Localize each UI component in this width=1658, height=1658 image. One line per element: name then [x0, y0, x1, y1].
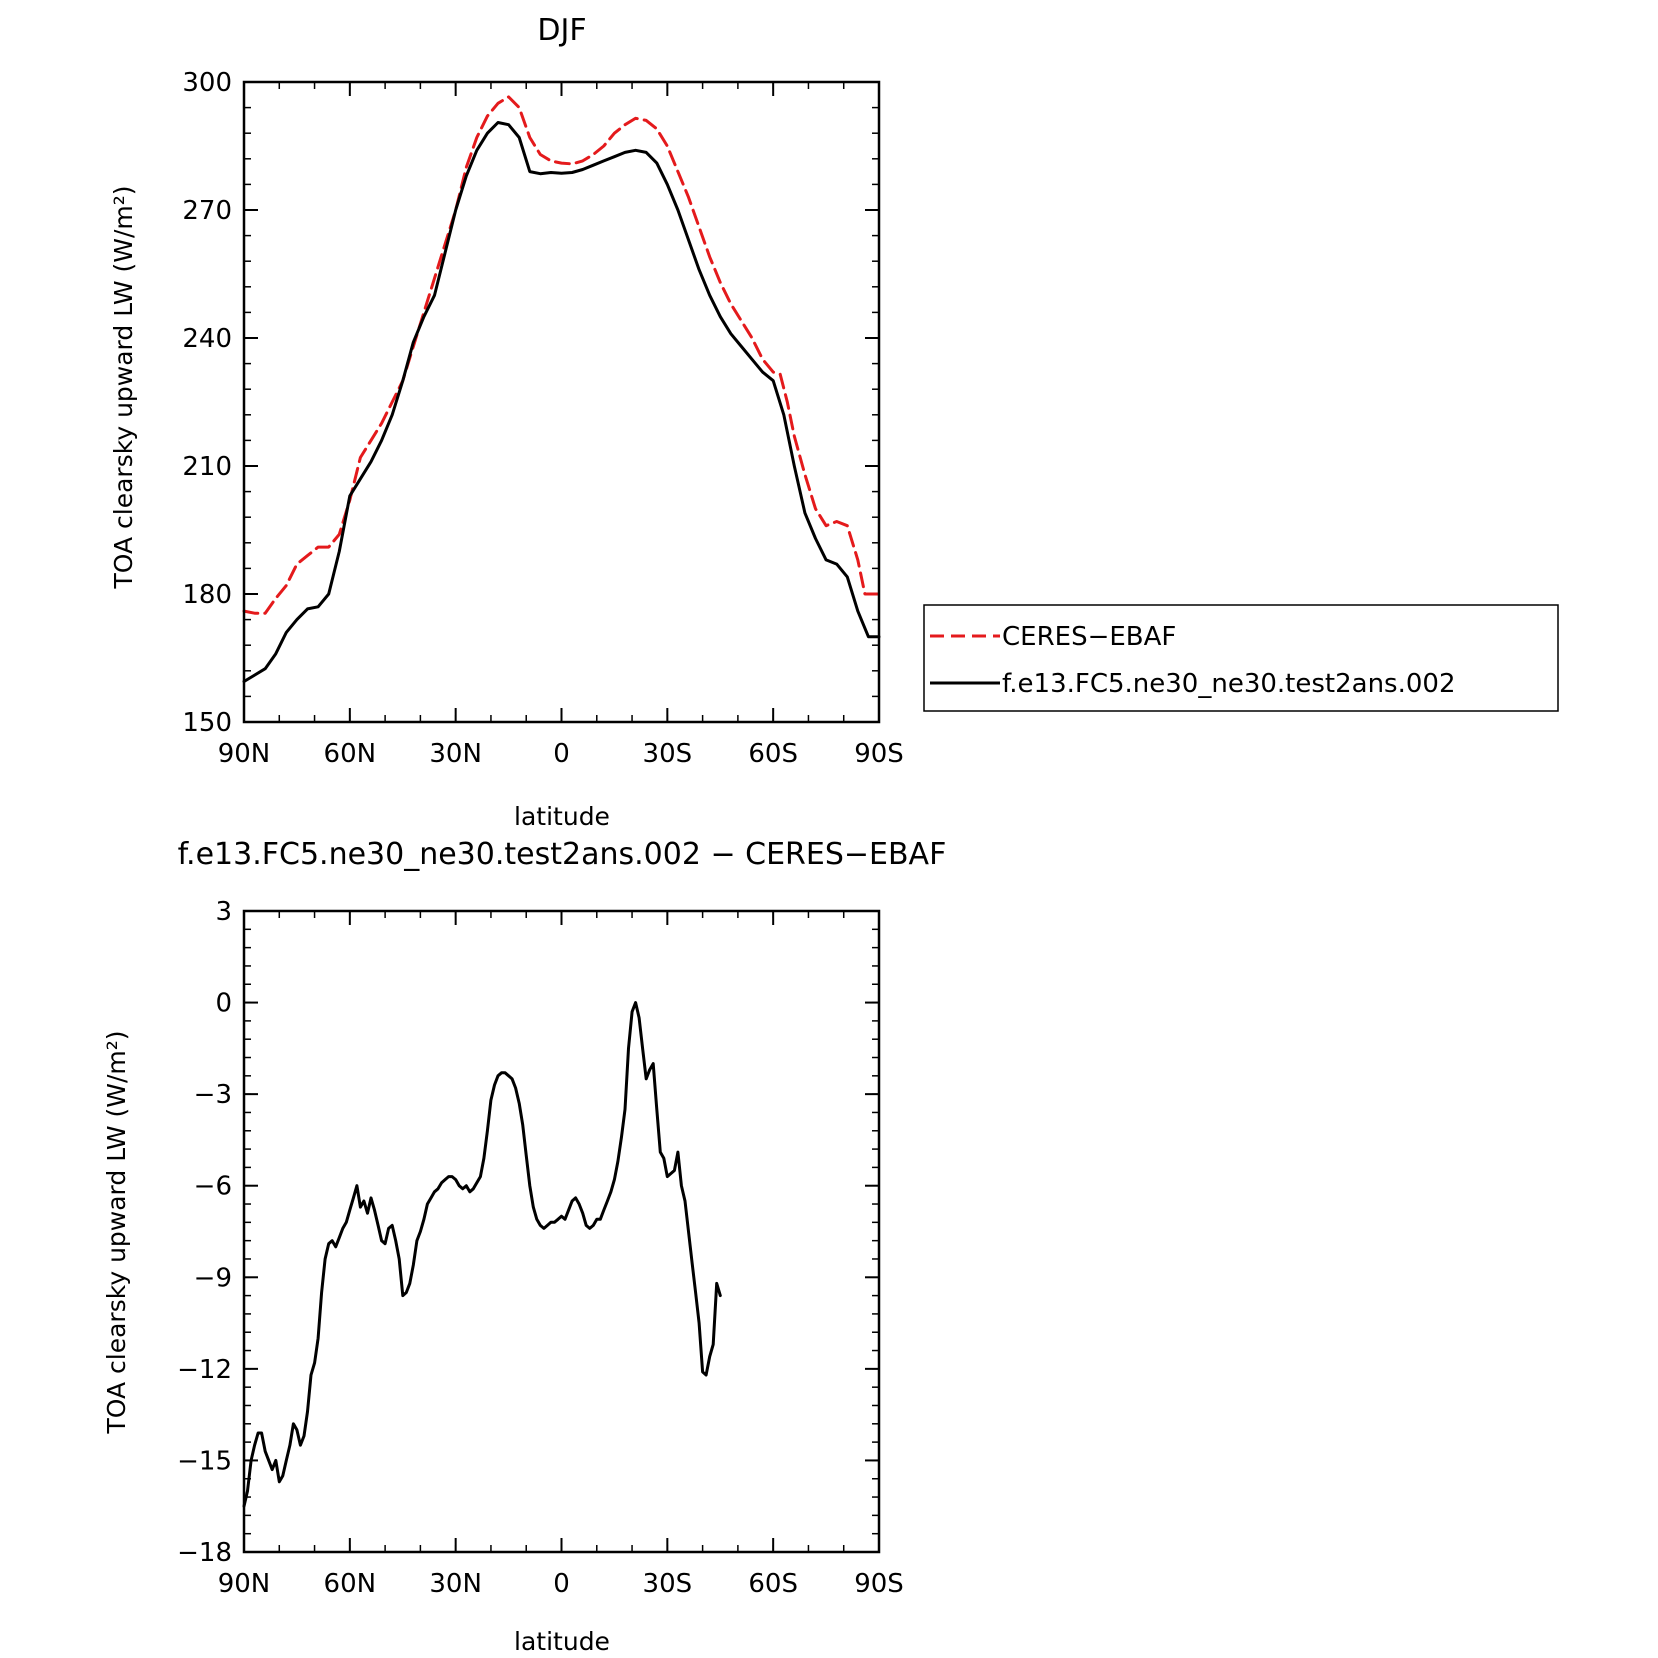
series-line-1 [242, 121, 881, 683]
legend-box [923, 604, 1559, 712]
x-axis-label: latitude [514, 1627, 610, 1656]
x-axis-label: latitude [514, 802, 610, 831]
x-tick-label: 0 [553, 739, 570, 769]
y-tick-label: 150 [182, 708, 232, 738]
x-tick-label: 30N [429, 739, 482, 769]
x-tick-label: 30S [643, 739, 693, 769]
y-tick-label: 0 [215, 989, 232, 1019]
legend: CERES−EBAF f.e13.FC5.ne30_ne30.test2ans.… [923, 604, 1559, 712]
x-tick-label: 90N [218, 1569, 271, 1599]
difference-chart: f.e13.FC5.ne30_ne30.test2ans.002 − CERES… [102, 837, 946, 1656]
y-axis-label: TOA clearsky upward LW (W/m²) [109, 185, 138, 589]
y-tick-label: 270 [182, 196, 232, 226]
x-tick-label: 0 [553, 1569, 570, 1599]
legend-label-ceres: CERES−EBAF [1002, 622, 1176, 652]
legend-label-model: f.e13.FC5.ne30_ne30.test2ans.002 [1002, 669, 1456, 699]
y-tick-label: −18 [177, 1538, 232, 1568]
y-tick-label: 180 [182, 580, 232, 610]
y-tick-label: 210 [182, 452, 232, 482]
y-tick-label: −12 [177, 1355, 232, 1385]
y-axis-label: TOA clearsky upward LW (W/m²) [102, 1030, 131, 1434]
y-tick-label: 240 [182, 324, 232, 354]
chart-title: f.e13.FC5.ne30_ne30.test2ans.002 − CERES… [178, 837, 947, 872]
series-line-0 [242, 1001, 722, 1508]
series-group [242, 95, 881, 683]
series-group [242, 1001, 722, 1508]
x-tick-label: 60N [324, 1569, 377, 1599]
y-tick-label: −6 [194, 1172, 232, 1202]
chart-title: DJF [537, 13, 586, 48]
x-tick-label: 60S [748, 739, 798, 769]
y-tick-label: 300 [182, 68, 232, 98]
y-tick-label: −15 [177, 1446, 232, 1476]
x-tick-label: 30S [643, 1569, 693, 1599]
x-tick-label: 60N [324, 739, 377, 769]
y-tick-label: −9 [194, 1263, 232, 1293]
x-tick-label: 60S [748, 1569, 798, 1599]
plot-frame [242, 909, 881, 1554]
y-tick-label: 3 [215, 897, 232, 927]
y-tick-label: −3 [194, 1080, 232, 1110]
x-tick-label: 90S [854, 1569, 904, 1599]
x-tick-label: 90S [854, 739, 904, 769]
x-tick-label: 90N [218, 739, 271, 769]
zonal-mean-chart: DJF latitude TOA clearsky upward LW (W/m… [109, 13, 904, 831]
x-tick-label: 30N [429, 1569, 482, 1599]
axis-ticks: −18 −15 −12 −9 −6 −3 0 3 90N 60N 30N 0 30S 60S 90S [177, 897, 904, 1599]
plot-frame [242, 80, 881, 724]
